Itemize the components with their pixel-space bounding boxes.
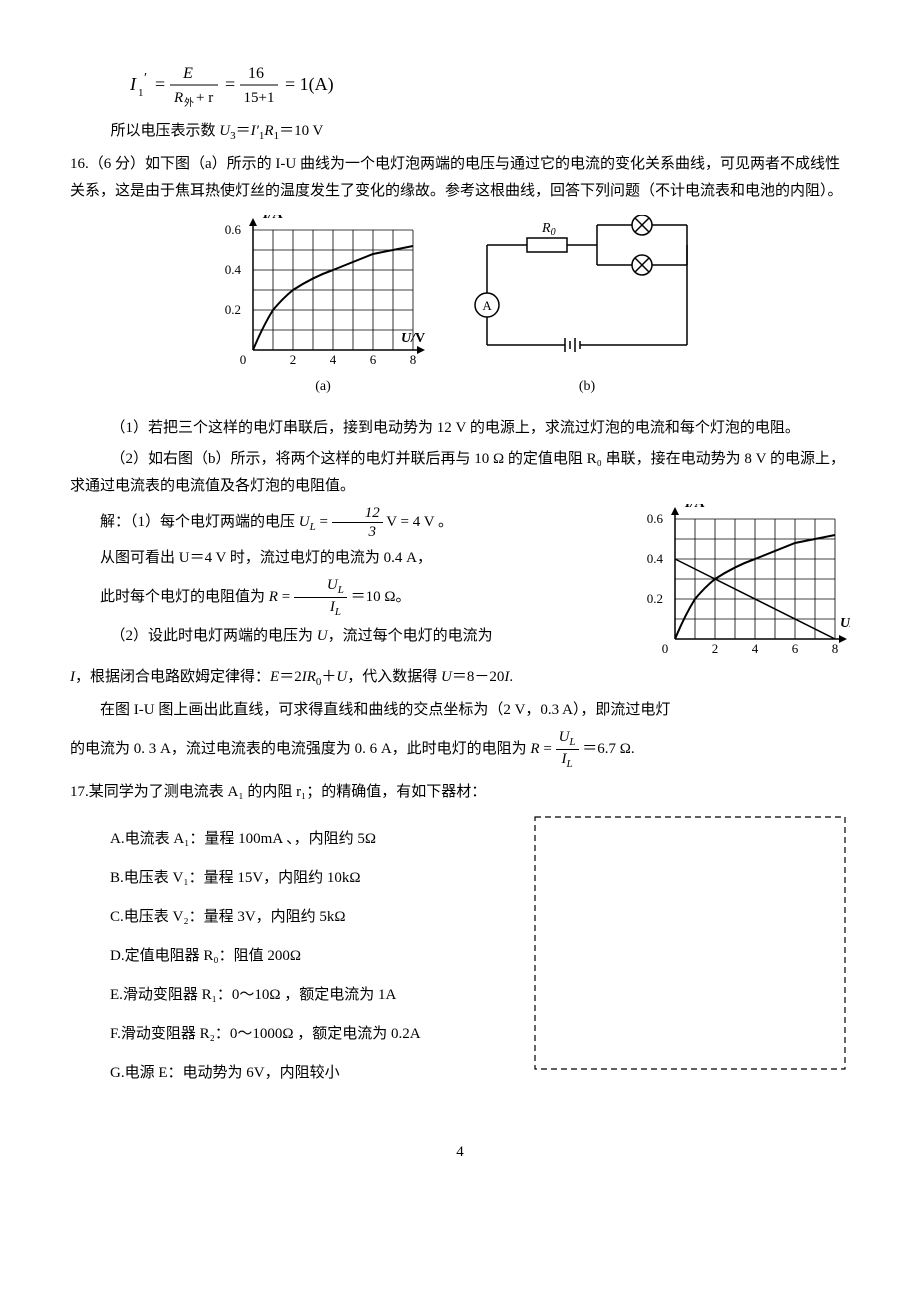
svg-text:0.4: 0.4 [647,551,664,566]
svg-text:U/V: U/V [401,331,425,346]
sol-line5a: 在图 I-U 图上画出此直线，可求得直线和曲线的交点坐标为（2 V，0.3 A）… [70,697,850,724]
sol-line3: 此时每个电灯的电阻值为 R = ULIL ＝10 Ω。 [70,576,630,619]
sol-line1: 解：（1）每个电灯两端的电压 UL = 123 V = 4 V 。 [70,504,630,541]
svg-text:0.6: 0.6 [225,222,242,237]
figures-row: 0.6 0.4 0.2 0 2 4 6 8 I/A U/V (a) R0 [70,215,850,405]
q17-list: A.电流表 A₁：量程 100mA 、，内阻约 5Ω B.电压表 V₁：量程 1… [70,814,520,1099]
sol-line4: （2）设此时电灯两端的电压为 U，流过每个电灯的电流为 [70,623,630,650]
svg-text:′: ′ [144,71,147,86]
line-u3: 所以电压表示数 U3＝I′1R1＝10 V [70,118,850,147]
svg-text:U/V: U/V [840,616,850,631]
page-number: 4 [70,1139,850,1166]
circuit-b-caption: (b) [579,379,596,394]
q17-item-e: E.滑动变阻器 R₁：0～10Ω ，额定电流为 1A [110,982,520,1009]
q17-item-a: A.电流表 A₁：量程 100mA 、，内阻约 5Ω [110,826,520,853]
eq-top-svg: I 1 ′ = E R 外 + r = 16 15+1 = 1(A) [130,60,390,110]
circuit-b: R0 A (b) [472,215,702,395]
q17-item-c: C.电压表 V₂：量程 3V，内阻约 5kΩ [110,904,520,931]
svg-text:6: 6 [792,641,799,654]
svg-text:0: 0 [662,641,669,654]
svg-text:8: 8 [410,352,417,367]
svg-text:I/A: I/A [684,504,705,511]
svg-text:6: 6 [370,352,377,367]
svg-text:15+1: 15+1 [244,90,275,106]
q17-item-f: F.滑动变阻器 R₂：0～1000Ω ，额定电流为 0.2A [110,1021,520,1048]
svg-text:1: 1 [138,87,144,99]
svg-text:I/A: I/A [262,215,283,222]
chart-a: 0.6 0.4 0.2 0 2 4 6 8 I/A U/V (a) [218,215,428,395]
eq-top: I 1 ′ = E R 外 + r = 16 15+1 = 1(A) [130,60,850,110]
svg-text:16: 16 [248,65,264,82]
q17-item-b: B.电压表 V₁：量程 15V，内阻约 10kΩ [110,865,520,892]
q17-item-g: G.电源 E：电动势为 6V，内阻较小 [110,1060,520,1087]
sol-line4b: I，根据闭合电路欧姆定律得：E＝2IR0＋U，代入数据得 U＝8－20I. [70,664,850,693]
dashed-box [530,814,850,1084]
svg-text:0.2: 0.2 [225,302,241,317]
sol-line2: 从图可看出 U＝4 V 时，流过电灯的电流为 0.4 A， [70,545,630,572]
svg-text:+ r: + r [196,90,213,106]
chart-sol: 0.6 0.4 0.2 0 2 4 6 8 I/A U/V [640,504,850,654]
svg-text:R0: R0 [541,221,556,238]
q16-p1: （1）若把三个这样的电灯串联后，接到电动势为 12 V 的电源上，求流过灯泡的电… [70,415,850,442]
svg-text:2: 2 [290,352,297,367]
svg-text:8: 8 [832,641,839,654]
svg-text:2: 2 [712,641,719,654]
svg-text:4: 4 [330,352,337,367]
svg-text:R: R [173,90,183,106]
svg-text:0: 0 [240,352,247,367]
svg-text:外: 外 [184,97,194,109]
q16-stem: 16.（6 分）如下图（a）所示的 I-U 曲线为一个电灯泡两端的电压与通过它的… [70,151,850,205]
svg-text:E: E [182,65,193,82]
svg-text:4: 4 [752,641,759,654]
q17-stem: 17.某同学为了测电流表 A₁ 的内阻 r₁；的精确值，有如下器材： [70,779,850,806]
q17-row: A.电流表 A₁：量程 100mA 、，内阻约 5Ω B.电压表 V₁：量程 1… [70,814,850,1099]
svg-text:I: I [130,74,137,94]
sol-line5b: 的电流为 0. 3 A，流过电流表的电流强度为 0. 6 A，此时电灯的电阻为 … [70,728,850,771]
svg-text:0.4: 0.4 [225,262,242,277]
q17-item-d: D.定值电阻器 R₀：阻值 200Ω [110,943,520,970]
svg-text:=: = [155,74,165,94]
chart-a-caption: (a) [315,379,331,394]
q16-p2: （2）如右图（b）所示，将两个这样的电灯并联后再与 10 Ω 的定值电阻 R₀ … [70,446,850,500]
svg-text:= 1(A): = 1(A) [285,74,334,95]
svg-text:0.6: 0.6 [647,511,664,526]
svg-text:0.2: 0.2 [647,591,663,606]
solution-block: 解：（1）每个电灯两端的电压 UL = 123 V = 4 V 。 从图可看出 … [70,504,850,664]
svg-text:=: = [225,74,235,94]
svg-text:A: A [482,298,492,313]
